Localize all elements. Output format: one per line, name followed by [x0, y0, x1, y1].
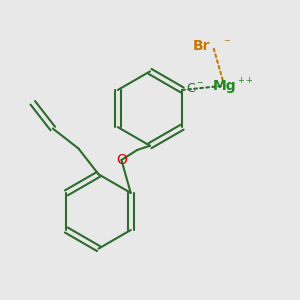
Text: $^{-}$: $^{-}$ [196, 81, 204, 91]
Text: O: O [116, 153, 127, 167]
Text: Mg: Mg [212, 79, 236, 93]
Text: Br: Br [193, 39, 211, 53]
Text: $^{-}$: $^{-}$ [223, 37, 231, 50]
Text: $^{++}$: $^{++}$ [238, 77, 254, 90]
Text: C: C [187, 82, 195, 95]
